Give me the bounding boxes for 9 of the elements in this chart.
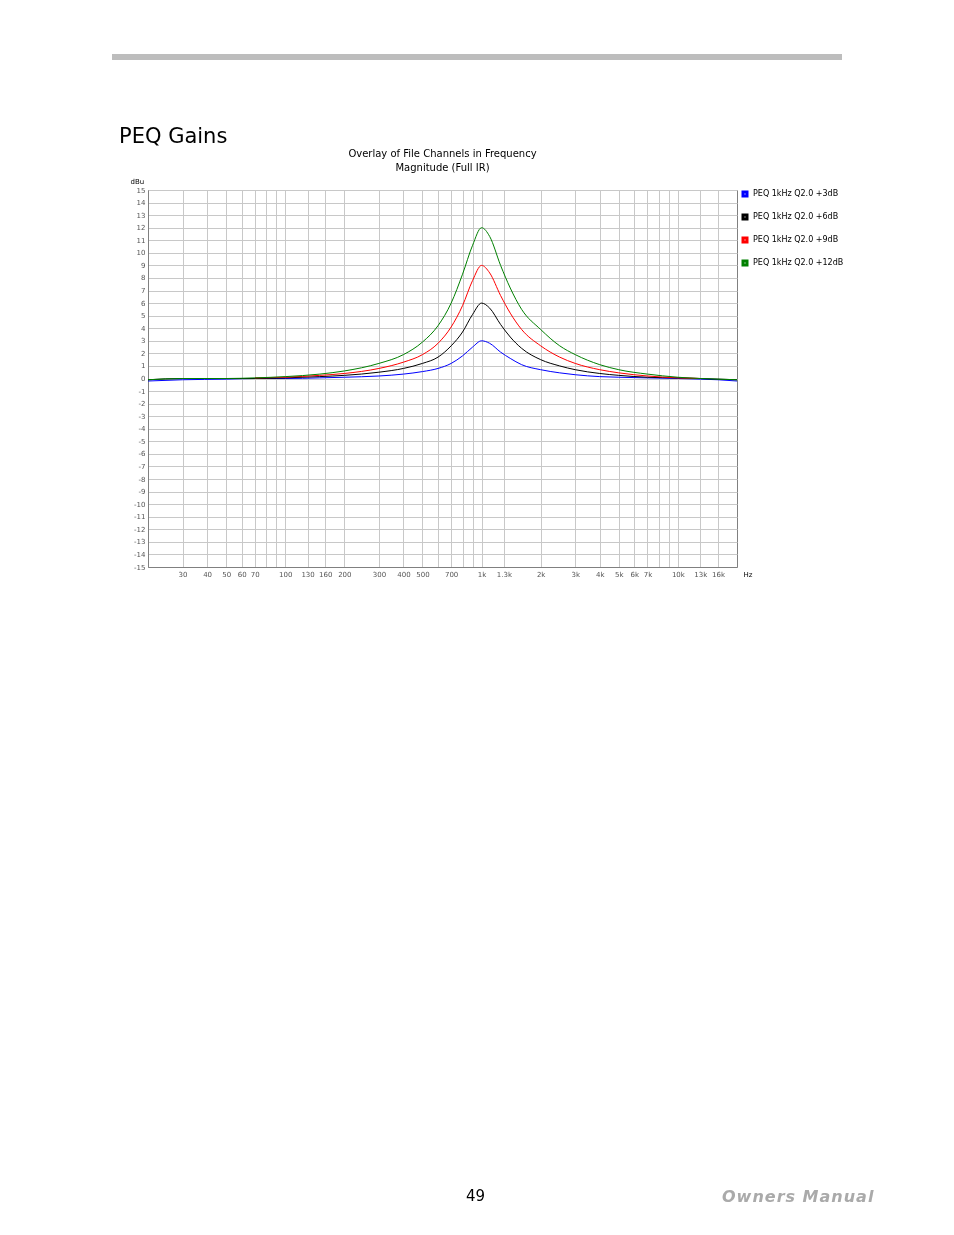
text: Owners Manual xyxy=(722,1187,875,1206)
legend-label: PEQ 1kHz Q2.0 +3dB xyxy=(753,189,839,198)
text: PEQ Gains xyxy=(119,124,228,148)
chart-title: Overlay of File Channels in Frequency xyxy=(348,148,537,159)
legend-label: PEQ 1kHz Q2.0 +9dB xyxy=(753,235,839,244)
chart-subtitle: Magnitude (Full IR) xyxy=(395,162,490,173)
legend-label: PEQ 1kHz Q2.0 +6dB xyxy=(753,212,839,221)
legend-label: PEQ 1kHz Q2.0 +12dB xyxy=(753,258,844,267)
text: 49 xyxy=(466,1187,486,1205)
